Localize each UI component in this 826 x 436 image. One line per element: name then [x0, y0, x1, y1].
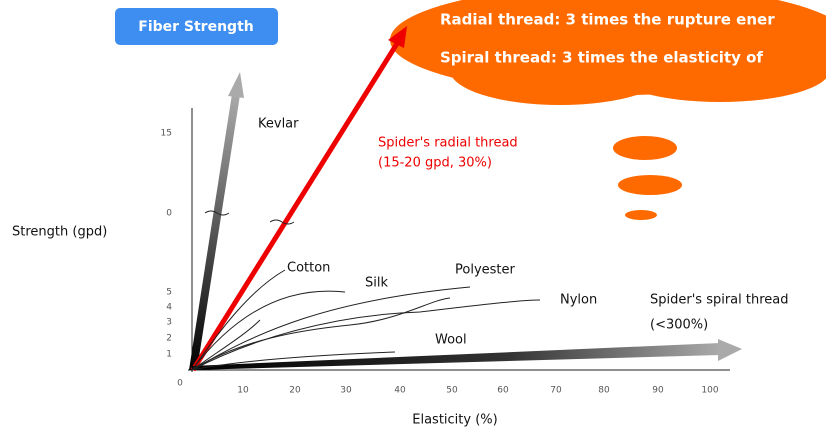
- x-ticks: 0 10 20 30 40 50 60 70 80 90 100: [177, 379, 719, 396]
- y-tick: 15: [161, 129, 172, 139]
- x-tick: 40: [394, 386, 406, 396]
- badge: Fiber Strength: [138, 19, 253, 35]
- x-tick: 20: [289, 386, 301, 396]
- x-tick: 10: [237, 386, 249, 396]
- page: Radial thread: 3 times the rupture ener …: [0, 0, 826, 436]
- y-tick: 4: [166, 303, 172, 313]
- cloud-line: Radial thread: 3 times the rupture ener: [440, 11, 775, 29]
- y-tick: 2: [166, 334, 172, 344]
- y-tick: 0: [166, 209, 172, 219]
- x-axis-label: Elasticity (%): [412, 413, 497, 428]
- label-radial: (15-20 gpd, 30%): [378, 156, 492, 171]
- label-silk: Silk: [365, 276, 388, 291]
- label-wool: Wool: [435, 333, 467, 348]
- y-ticks: 15 0 5 4 3 2 1: [161, 129, 173, 360]
- y-tick: 3: [166, 318, 172, 328]
- x-tick: 30: [340, 386, 352, 396]
- cloud: [390, 0, 826, 220]
- x-tick: 60: [497, 386, 509, 396]
- x-tick: 100: [701, 386, 718, 396]
- y-tick: 5: [166, 288, 172, 298]
- label-radial: Spider's radial thread: [378, 136, 518, 151]
- label-nylon: Nylon: [560, 293, 597, 308]
- x-tick: 70: [550, 386, 562, 396]
- label-cotton: Cotton: [287, 261, 330, 276]
- x-tick: 80: [598, 386, 610, 396]
- y-axis-label: Strength (gpd): [12, 225, 107, 240]
- diagram: Radial thread: 3 times the rupture ener …: [0, 0, 826, 436]
- cloud-line: Spiral thread: 3 times the elasticity of: [440, 49, 763, 67]
- label-polyester: Polyester: [455, 263, 516, 278]
- x-tick: 0: [177, 379, 183, 389]
- label-spiral: (<300%): [650, 318, 708, 333]
- label-spiral: Spider's spiral thread: [650, 293, 789, 308]
- x-tick: 50: [446, 386, 458, 396]
- y-tick: 1: [166, 350, 172, 360]
- label-kevlar: Kevlar: [258, 117, 299, 132]
- x-tick: 90: [652, 386, 664, 396]
